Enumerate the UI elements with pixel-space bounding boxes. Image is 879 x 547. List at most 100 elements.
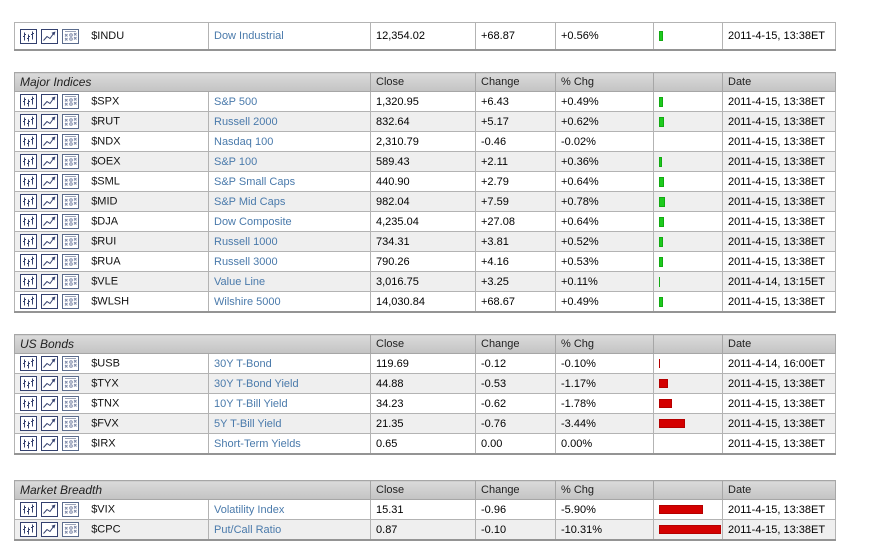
line-chart-icon[interactable]: [41, 436, 59, 452]
point-figure-chart-icon[interactable]: [62, 254, 80, 270]
bar-chart-icon[interactable]: [20, 416, 37, 432]
close-value: 734.31: [370, 231, 476, 253]
date-value: 2011-4-15, 13:38ET: [722, 251, 836, 273]
line-chart-icon[interactable]: [41, 214, 59, 230]
line-chart-icon[interactable]: [41, 294, 59, 310]
instrument-name-link[interactable]: Volatility Index: [214, 503, 285, 516]
line-chart-icon[interactable]: [41, 154, 59, 170]
point-figure-chart-icon[interactable]: [62, 94, 80, 110]
date-value: 2011-4-15, 13:38ET: [722, 111, 836, 133]
point-figure-chart-icon[interactable]: [62, 396, 80, 412]
bar-chart-icon[interactable]: [20, 396, 37, 412]
point-figure-chart-icon[interactable]: [62, 376, 80, 392]
instrument-name-link[interactable]: Wilshire 5000: [214, 295, 281, 308]
instrument-name-link[interactable]: Russell 2000: [214, 115, 278, 128]
bar-chart-icon[interactable]: [20, 134, 37, 150]
line-chart-icon[interactable]: [41, 522, 59, 538]
table-header-row: Major Indices Close Change % Chg Date: [14, 72, 836, 93]
point-figure-chart-icon[interactable]: [62, 194, 80, 210]
close-value: 14,030.84: [370, 291, 476, 313]
line-chart-icon[interactable]: [41, 356, 59, 372]
bar-chart-icon[interactable]: [20, 254, 37, 270]
bar-chart-icon[interactable]: [20, 356, 37, 372]
line-chart-icon[interactable]: [41, 416, 59, 432]
point-figure-chart-icon[interactable]: [62, 154, 80, 170]
point-figure-chart-icon[interactable]: [62, 356, 80, 372]
instrument-name-link[interactable]: S&P Mid Caps: [214, 195, 286, 208]
ticker-symbol: $INDU: [91, 30, 125, 43]
ticker-symbol: $IRX: [91, 437, 116, 450]
instrument-name-link[interactable]: 10Y T-Bill Yield: [214, 397, 288, 410]
instrument-name-link[interactable]: Dow Industrial: [214, 30, 284, 43]
line-chart-icon[interactable]: [41, 234, 59, 250]
bar-chart-icon[interactable]: [20, 154, 37, 170]
line-chart-icon[interactable]: [41, 396, 59, 412]
bar-chart-icon[interactable]: [20, 274, 37, 290]
point-figure-chart-icon[interactable]: [62, 522, 80, 538]
ticker-symbol: $DJA: [91, 215, 119, 228]
bar-chart-icon[interactable]: [20, 502, 37, 518]
line-chart-icon[interactable]: [41, 134, 59, 150]
point-figure-chart-icon[interactable]: [62, 502, 80, 518]
date-value: 2011-4-15, 13:38ET: [722, 291, 836, 313]
instrument-name-link[interactable]: Nasdaq 100: [214, 135, 274, 148]
bar-chart-icon[interactable]: [20, 294, 37, 310]
point-figure-chart-icon[interactable]: [62, 274, 80, 290]
line-chart-icon[interactable]: [41, 194, 59, 210]
pct-chg-bar-cell: [653, 171, 723, 193]
bar-chart-icon[interactable]: [20, 94, 37, 110]
point-figure-chart-icon[interactable]: [62, 294, 80, 310]
ticker-symbol: $VLE: [91, 275, 119, 288]
line-chart-icon[interactable]: [41, 94, 59, 110]
bar-chart-icon[interactable]: [20, 522, 37, 538]
pct-chg-bar-cell: [653, 519, 724, 541]
date-value: 2011-4-15, 13:38ET: [722, 151, 836, 173]
instrument-name-link[interactable]: 5Y T-Bill Yield: [214, 417, 282, 430]
instrument-name-link[interactable]: Put/Call Ratio: [214, 523, 282, 536]
line-chart-icon[interactable]: [41, 114, 59, 130]
line-chart-icon[interactable]: [41, 254, 59, 270]
pct-chg-bar-cell: [653, 393, 723, 415]
close-value: 440.90: [370, 171, 476, 193]
point-figure-chart-icon[interactable]: [62, 114, 80, 130]
table-row: $RUI Russell 1000 734.31 +3.81 +0.52% 20…: [14, 231, 836, 253]
instrument-name-link[interactable]: Russell 1000: [214, 235, 278, 248]
line-chart-icon[interactable]: [41, 376, 59, 392]
instrument-name-link[interactable]: 30Y T-Bond Yield: [214, 377, 299, 390]
instrument-name-link[interactable]: Value Line: [214, 275, 266, 288]
instrument-name-link[interactable]: S&P 500: [214, 95, 258, 108]
line-chart-icon[interactable]: [41, 502, 59, 518]
bar-chart-icon[interactable]: [20, 114, 37, 130]
line-chart-icon[interactable]: [41, 274, 59, 290]
instrument-name-link[interactable]: Russell 3000: [214, 255, 278, 268]
table-row: $TNX 10Y T-Bill Yield 34.23 -0.62 -1.78%…: [14, 393, 836, 415]
line-chart-icon[interactable]: [41, 28, 59, 44]
close-value: 4,235.04: [370, 211, 476, 233]
point-figure-chart-icon[interactable]: [62, 234, 80, 250]
instrument-name-link[interactable]: 30Y T-Bond: [214, 357, 272, 370]
bar-chart-icon[interactable]: [20, 174, 37, 190]
point-figure-chart-icon[interactable]: [62, 28, 80, 44]
point-figure-chart-icon[interactable]: [62, 174, 80, 190]
point-figure-chart-icon[interactable]: [62, 134, 80, 150]
instrument-name-link[interactable]: S&P 100: [214, 155, 258, 168]
line-chart-icon[interactable]: [41, 174, 59, 190]
point-figure-chart-icon[interactable]: [62, 214, 80, 230]
ticker-symbol: $FVX: [91, 417, 119, 430]
bar-chart-icon[interactable]: [20, 214, 37, 230]
symbol-cell: $FVX: [14, 413, 209, 435]
bar-chart-icon[interactable]: [20, 194, 37, 210]
bar-chart-icon[interactable]: [20, 376, 37, 392]
pct-chg-bar-cell: [653, 231, 723, 253]
bar-chart-icon[interactable]: [20, 234, 37, 250]
instrument-name-link[interactable]: Short-Term Yields: [214, 437, 301, 450]
point-figure-chart-icon[interactable]: [62, 416, 80, 432]
instrument-name-link[interactable]: Dow Composite: [214, 215, 292, 228]
instrument-name-link[interactable]: S&P Small Caps: [214, 175, 296, 188]
pct-chg-value: -1.78%: [555, 393, 654, 415]
point-figure-chart-icon[interactable]: [62, 436, 80, 452]
bar-chart-icon[interactable]: [20, 436, 37, 452]
bar-chart-icon[interactable]: [20, 28, 37, 44]
section-title: US Bonds: [14, 334, 371, 355]
